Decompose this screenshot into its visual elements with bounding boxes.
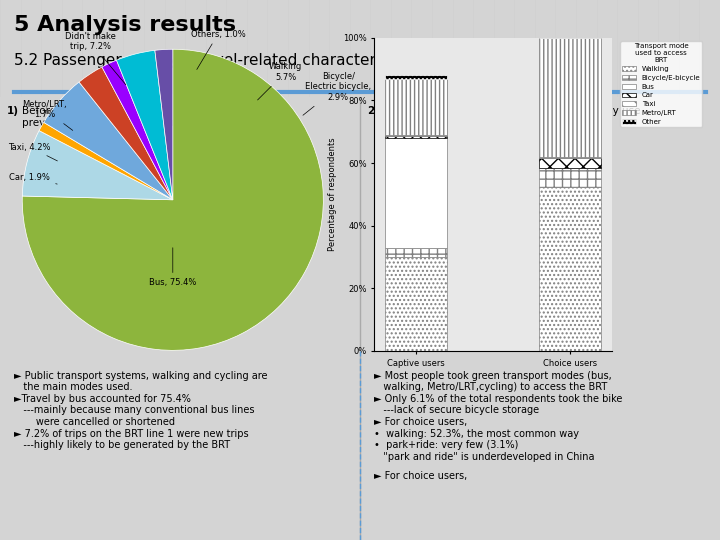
Text: Car, 1.9%: Car, 1.9% [9,173,57,184]
Text: ► For choice users,: ► For choice users, [374,471,467,481]
Bar [385,137,447,138]
Wedge shape [117,50,173,200]
Text: Others, 1.0%: Others, 1.0% [191,30,246,70]
Text: 1): 1) [7,106,19,116]
Bar [385,78,447,135]
Bar [385,138,447,248]
Bar [539,38,601,157]
Bar [385,76,447,78]
Bar [539,168,601,187]
Y-axis label: Percentage of respondents: Percentage of respondents [328,138,338,251]
Wedge shape [22,49,323,350]
Wedge shape [39,123,173,200]
Text: Bus, 75.4%: Bus, 75.4% [149,248,197,287]
Text: Bicycle/
Electric bicycle,
2.9%: Bicycle/ Electric bicycle, 2.9% [303,72,372,115]
Text: 2): 2) [367,106,379,116]
Text: 5 Analysis results: 5 Analysis results [14,15,236,35]
Text: Metro/LRT,
1.7%: Metro/LRT, 1.7% [22,100,73,130]
Bar [539,158,601,168]
Wedge shape [44,82,173,200]
Text: Before the operation of BRT, how did passengers
previously undertake this journe: Before the operation of BRT, how did pas… [22,106,276,127]
Text: 5.2 Passenger survey : travel-related characteristics (1): 5.2 Passenger survey : travel-related ch… [14,53,441,69]
Wedge shape [155,49,173,200]
Bar [385,257,447,351]
Text: Walking
5.7%: Walking 5.7% [258,62,302,100]
Wedge shape [79,67,173,200]
Bar [385,248,447,257]
Text: ► Most people took green transport modes (bus,
   walking, Metro/LRT,cycling) to: ► Most people took green transport modes… [374,370,623,462]
Bar [539,157,601,158]
Legend: Walking, Bicycle/E-bicycle, Bus, Car, Taxi, Metro/LRT, Other: Walking, Bicycle/E-bicycle, Bus, Car, Ta… [620,41,703,127]
Text: Taxi, 4.2%: Taxi, 4.2% [9,143,58,161]
Bar [385,135,447,137]
Text: Which transport mode do BRT users normally use
to access a BRT station?: Which transport mode do BRT users normal… [382,106,640,127]
Text: ► Public transport systems, walking and cycling are
   the main modes used.
►Tra: ► Public transport systems, walking and … [14,370,268,450]
Bar [539,187,601,351]
Wedge shape [102,60,173,200]
Wedge shape [22,131,173,200]
Text: Didn't make
trip, 7.2%: Didn't make trip, 7.2% [65,32,126,85]
